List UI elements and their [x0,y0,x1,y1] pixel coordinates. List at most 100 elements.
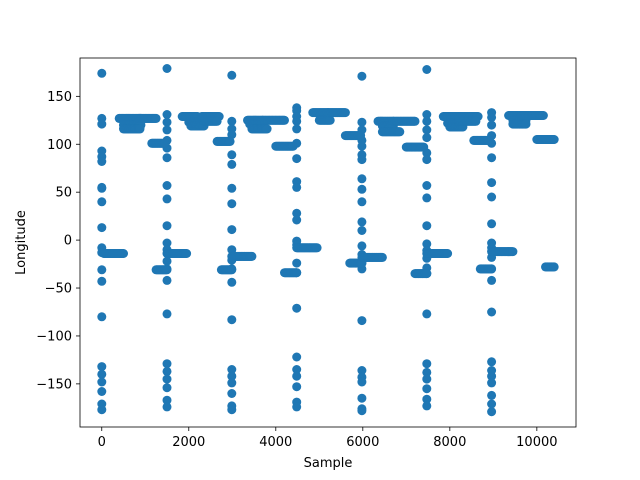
data-point [487,371,497,381]
data-point [292,402,302,412]
data-point [487,112,497,122]
data-point [484,135,494,145]
data-point [227,199,237,209]
data-point [97,223,107,233]
data-point [422,359,432,369]
data-point [487,120,497,130]
data-point [160,138,170,148]
data-point [97,405,107,415]
data-point [227,70,237,80]
data-point [292,258,302,268]
data-point [340,108,350,118]
data-point [357,155,367,165]
data-point [508,247,518,257]
data-point [422,239,432,249]
data-point [212,116,222,126]
data-point [549,262,559,272]
data-point [97,312,107,322]
data-point [356,131,366,141]
data-point [487,192,497,202]
data-point [292,208,302,218]
data-point [422,374,432,384]
y-tick-label: −100 [36,329,72,344]
data-point [247,251,257,261]
data-point [162,275,172,285]
data-point [422,309,432,319]
data-point [97,197,107,207]
data-point [227,150,237,160]
data-point [521,119,531,129]
data-point [135,124,145,134]
data-point [225,136,235,146]
plot-frame [79,57,577,428]
data-point [162,366,172,376]
data-point [162,117,172,127]
data-point [292,116,302,126]
data-point [422,384,432,394]
data-point [97,157,107,166]
y-axis-label: Longitude [14,210,29,275]
data-point [487,275,497,285]
data-point [97,119,107,129]
data-point [162,402,172,412]
data-point [487,219,497,229]
data-point [162,64,172,73]
y-axis-ticks: −150 −100 −50 0 50 100 150 [36,90,80,392]
data-point [227,405,237,415]
data-point [292,124,302,134]
data-point [410,116,420,126]
data-point [357,141,367,151]
data-point [357,377,367,387]
data-point [487,407,497,417]
x-tick-label: 2000 [172,435,205,450]
data-point [227,159,237,169]
data-point [357,226,367,235]
data-point [97,183,107,193]
data-point [227,277,237,287]
y-tick-label: −50 [45,282,72,297]
data-point [422,110,432,119]
data-point [422,155,432,165]
data-point [422,181,432,190]
data-point [162,181,172,190]
data-point [357,184,367,194]
data-point [422,367,432,377]
data-point [292,371,302,381]
data-point [357,406,367,416]
data-point [162,153,172,163]
data-point [182,249,192,258]
data-point [487,357,497,367]
data-point [97,387,107,396]
data-point [487,390,497,400]
data-point [292,365,302,374]
data-point [288,141,298,151]
data-point [422,193,432,203]
data-point [292,154,302,164]
data-point [227,378,237,388]
data-point [357,366,367,375]
data-point [487,178,497,188]
data-point [151,113,161,123]
data-point [162,110,172,119]
data-point [97,276,107,286]
data-point [471,116,481,126]
data-point [162,221,172,231]
data-point [227,265,237,275]
data-point [443,249,453,258]
x-axis-ticks: 0 2000 4000 6000 8000 10000 [98,427,558,450]
data-point [487,307,497,317]
data-points [97,64,559,417]
data-point [162,265,172,275]
data-point [97,362,107,372]
x-tick-label: 10000 [516,435,557,450]
data-point [487,264,497,274]
data-point [97,377,107,387]
data-point [422,394,432,404]
data-point [280,115,289,125]
data-point [292,182,302,192]
data-point [262,124,272,134]
data-point [549,135,559,144]
data-point [422,125,432,135]
data-point [357,316,367,326]
